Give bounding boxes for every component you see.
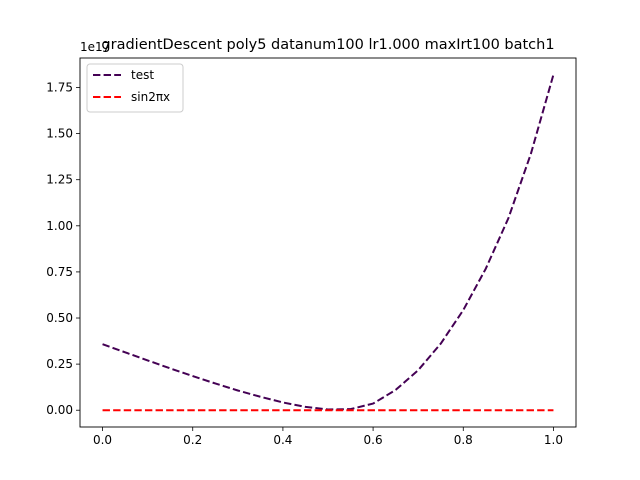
y-tick-label: 0.25 (46, 357, 73, 371)
y-tick-label: 1.50 (46, 127, 73, 141)
y-axis-ticks: 0.00 0.25 0.50 0.75 1.00 1.25 1.50 1.75 (46, 81, 80, 417)
legend-label: sin2πx (131, 90, 170, 104)
plot-area (80, 58, 576, 427)
x-tick-label: 0.0 (93, 433, 112, 447)
legend-label: test (131, 68, 154, 82)
x-tick-label: 0.4 (273, 433, 292, 447)
y-tick-label: 1.00 (46, 219, 73, 233)
legend: test sin2πx (86, 63, 184, 113)
chart-title: gradientDescent poly5 datanum100 lr1.000… (101, 37, 554, 53)
y-offset-label: 1e17 (80, 40, 110, 54)
x-tick-label: 1.0 (544, 433, 563, 447)
x-tick-label: 0.6 (364, 433, 383, 447)
legend-items: test sin2πx (93, 68, 170, 104)
y-tick-label: 0.00 (46, 403, 73, 417)
x-tick-label: 0.2 (183, 433, 202, 447)
x-axis-ticks: 0.0 0.2 0.4 0.6 0.8 1.0 (93, 427, 563, 447)
y-tick-label: 1.75 (46, 81, 73, 95)
plot-frame (79, 57, 577, 428)
y-tick-label: 0.50 (46, 311, 73, 325)
series-layer (102, 74, 555, 412)
y-tick-label: 1.25 (46, 173, 73, 187)
y-tick-label: 0.75 (46, 265, 73, 279)
x-tick-label: 0.8 (454, 433, 473, 447)
